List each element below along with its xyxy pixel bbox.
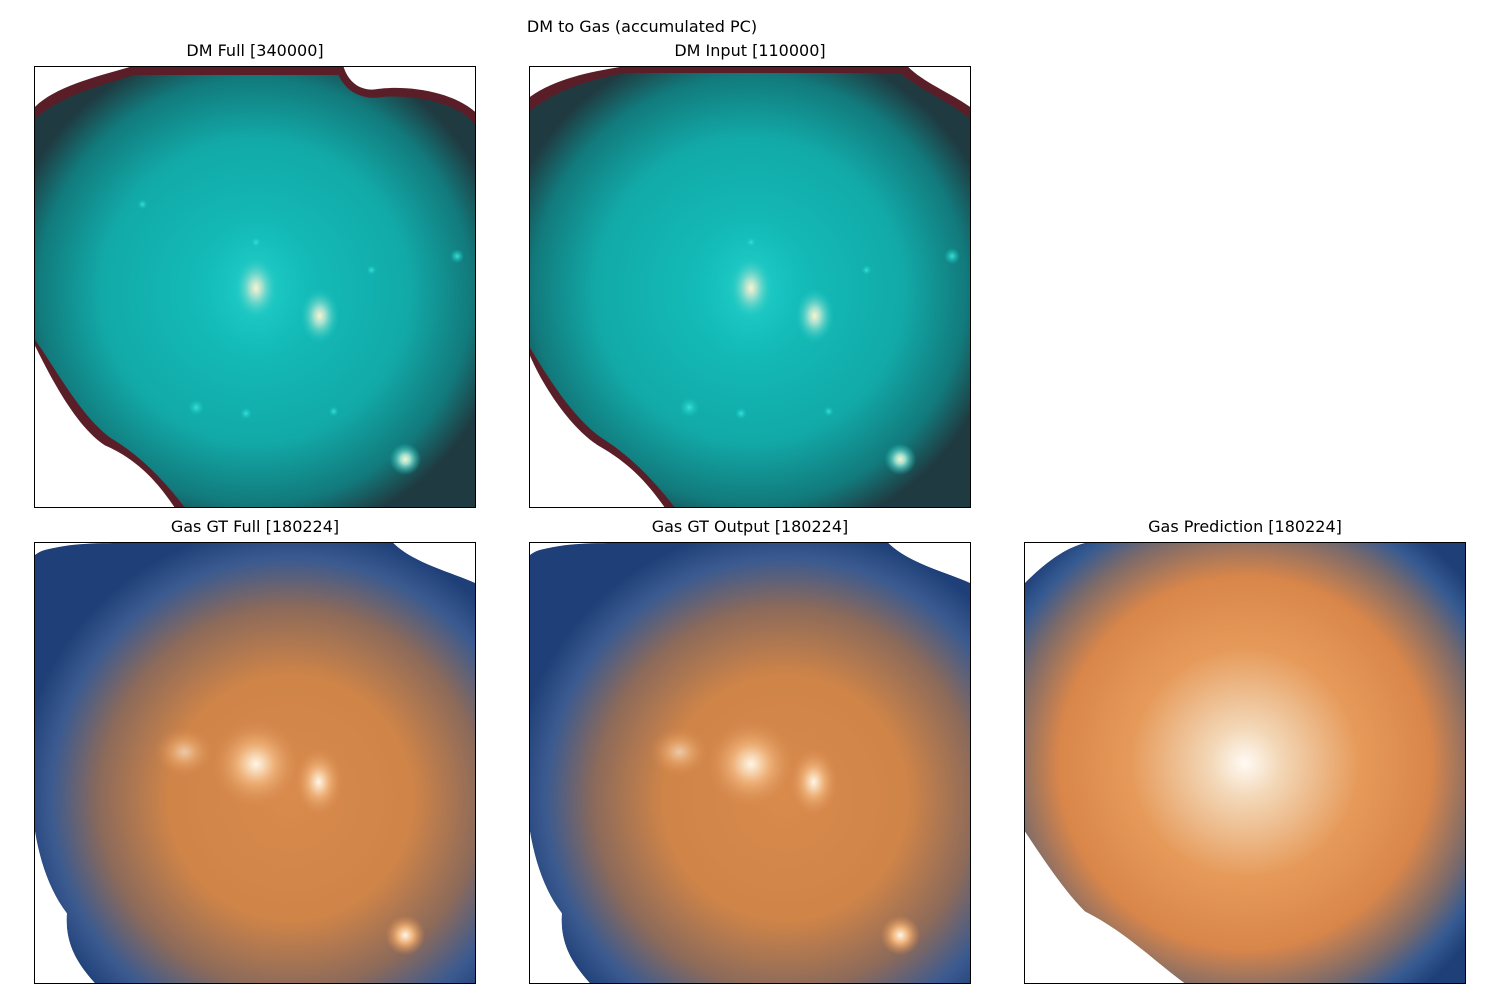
panel-dm-input: DM Input [110000] (529, 41, 971, 508)
bright-core (234, 256, 278, 320)
figure-title: DM to Gas (accumulated PC) (526, 17, 758, 36)
panel-gas-gt-full: Gas GT Full [180224] (34, 517, 476, 984)
panel-gas-gt-output: Gas GT Output [180224] (529, 517, 971, 984)
gas-gt-output-image (529, 542, 971, 984)
dm-full-image (34, 66, 476, 508)
dm-input-image (529, 66, 971, 508)
panel-title: Gas GT Output [180224] (651, 517, 849, 536)
panel-title: DM Full [340000] (186, 41, 324, 60)
panel-dm-full: DM Full [340000] (34, 41, 476, 508)
panel-title: Gas Prediction [180224] (1148, 517, 1342, 536)
gas-gt-full-image (34, 542, 476, 984)
gas-prediction-image (1024, 542, 1466, 984)
panel-title: DM Input [110000] (674, 41, 826, 60)
panel-gas-prediction: Gas Prediction [180224] (1024, 517, 1466, 984)
panel-title: Gas GT Full [180224] (170, 517, 340, 536)
